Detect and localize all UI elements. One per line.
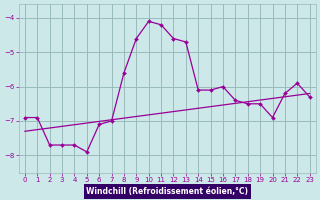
X-axis label: Windchill (Refroidissement éolien,°C): Windchill (Refroidissement éolien,°C) <box>86 187 248 196</box>
